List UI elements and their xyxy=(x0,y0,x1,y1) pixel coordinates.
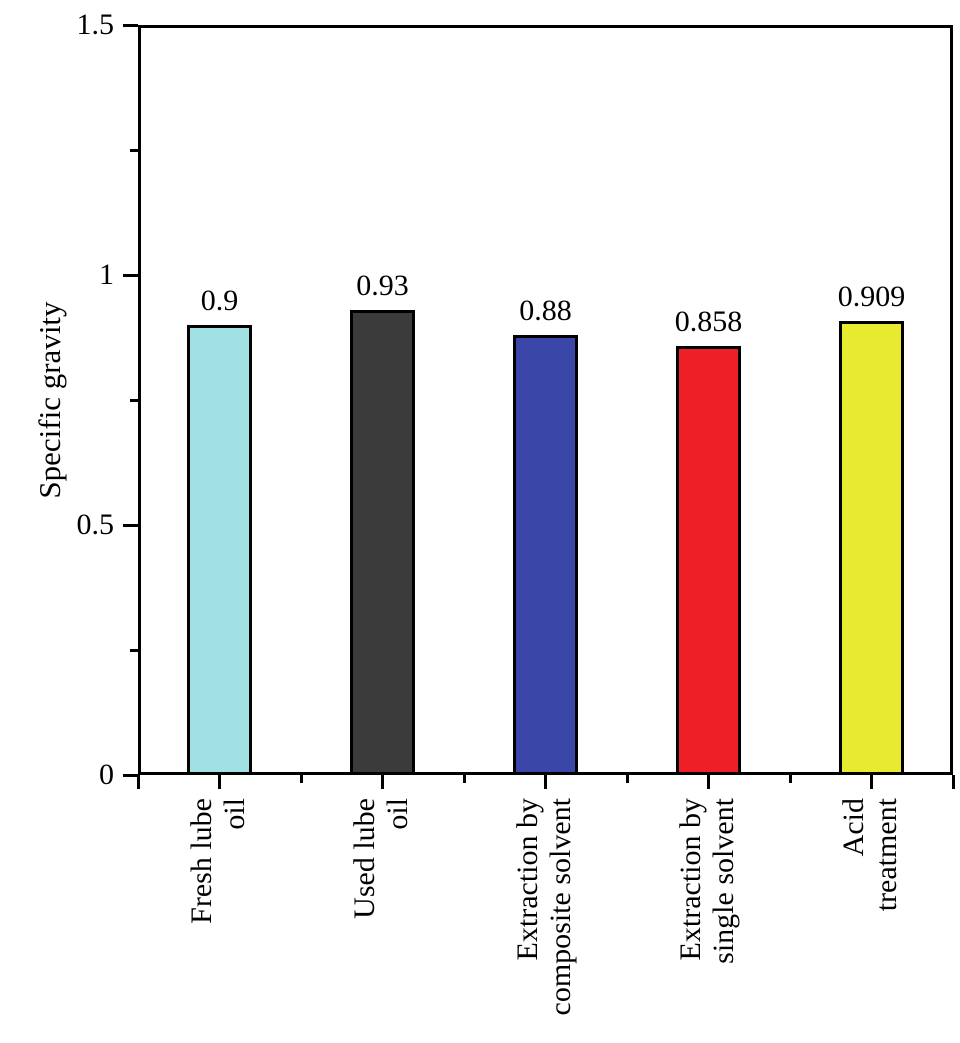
bar-value-label: 0.9 xyxy=(200,284,239,317)
bar xyxy=(350,310,415,775)
y-axis-tick-label: 1.5 xyxy=(76,8,115,41)
x-axis-major-tick xyxy=(707,775,710,789)
x-category-label: Extraction by single solvent xyxy=(673,798,740,964)
x-axis-minor-tick xyxy=(625,775,629,783)
x-category-label: Acid treatment xyxy=(836,798,903,912)
y-axis-tick-label: 1 xyxy=(99,258,114,291)
bar xyxy=(839,320,904,775)
bar-value-label: 0.909 xyxy=(837,279,906,313)
bar-value-label: 0.88 xyxy=(519,294,572,327)
y-axis-tick-label: 0.5 xyxy=(76,508,115,541)
bar-value-label: 0.858 xyxy=(674,305,743,338)
bar xyxy=(513,335,578,775)
y-axis-major-tick xyxy=(123,273,138,277)
x-category-label: Extraction by composite solvent xyxy=(510,798,577,1016)
x-axis-major-tick xyxy=(544,775,547,789)
x-axis-edge-tick xyxy=(951,775,955,789)
x-axis-major-tick xyxy=(870,775,873,789)
y-axis-minor-tick xyxy=(130,148,138,152)
y-axis-major-tick xyxy=(123,773,138,777)
x-category-label: Fresh lube oil xyxy=(184,798,251,924)
x-axis-minor-tick xyxy=(462,775,466,783)
bar xyxy=(187,325,252,775)
y-axis-minor-tick xyxy=(130,648,138,652)
x-axis-minor-tick xyxy=(299,775,303,783)
x-axis-minor-tick xyxy=(788,775,792,783)
bar xyxy=(676,346,741,775)
y-axis-minor-tick xyxy=(130,398,138,402)
y-axis-major-tick xyxy=(123,523,138,527)
y-axis-major-tick xyxy=(123,23,138,27)
x-axis-major-tick xyxy=(381,775,384,789)
x-axis-edge-tick xyxy=(136,775,140,789)
x-axis-major-tick xyxy=(218,775,221,789)
x-category-label: Used lube oil xyxy=(347,798,414,919)
y-axis-tick-label: 0 xyxy=(99,758,114,791)
bar-value-label: 0.93 xyxy=(356,269,409,302)
